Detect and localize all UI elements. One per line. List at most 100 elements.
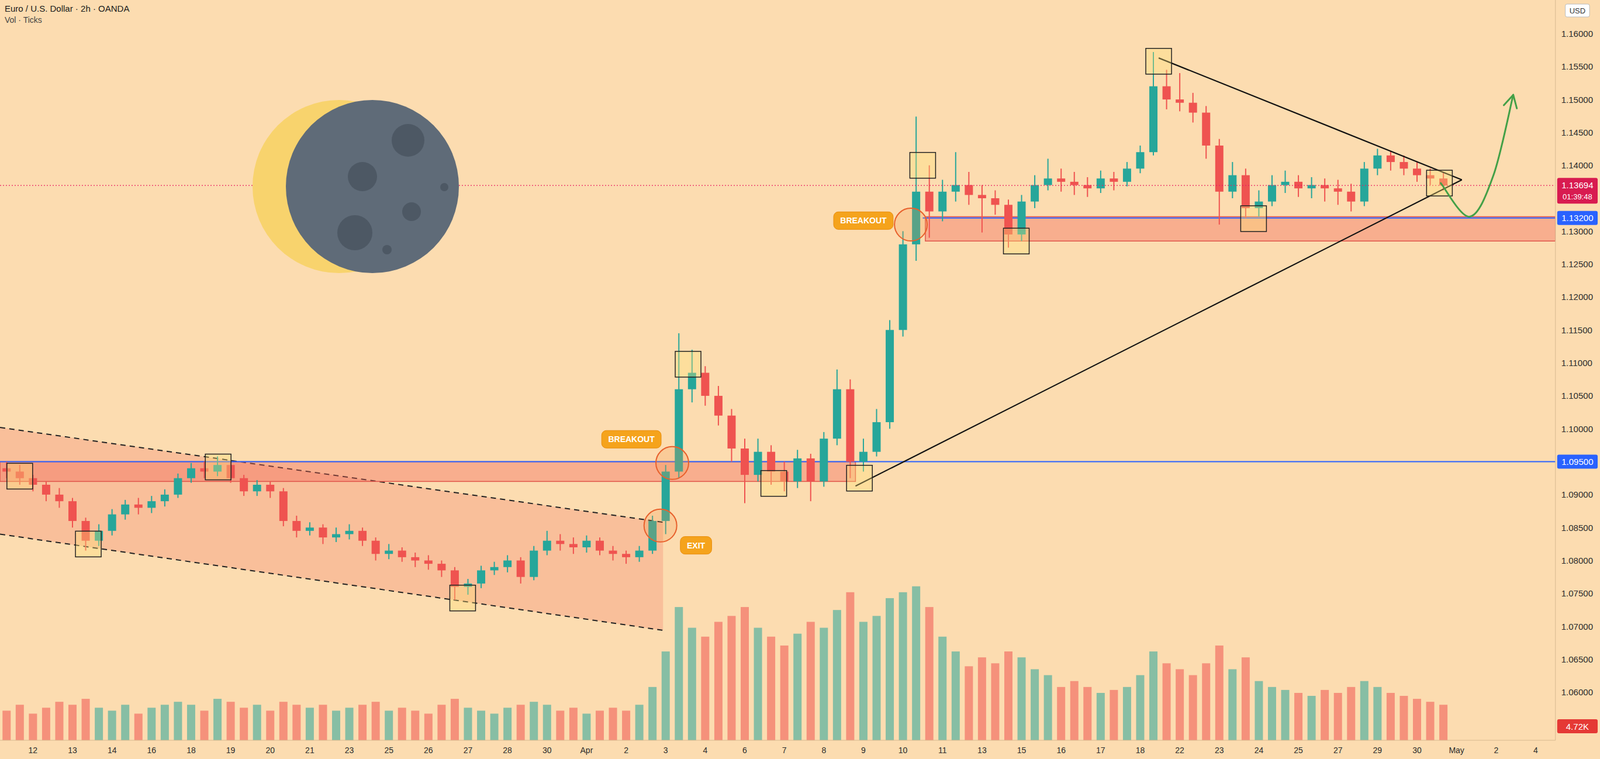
volume-bar [187,704,196,741]
candle-body [292,520,301,531]
candle-body [1056,178,1066,182]
volume-bar [424,713,433,741]
volume-bar [793,633,802,741]
volume-bar [1070,681,1079,741]
plot-area [0,48,1556,741]
volume-bar [134,713,143,741]
x-tick-label: 2 [1493,745,1499,755]
candle-body [1228,175,1237,192]
last-price-line [0,185,1556,186]
volume-bar [1241,657,1250,741]
x-tick-label: May [1448,745,1464,755]
volume-bar [582,713,591,741]
volume-bar [1228,668,1237,741]
volume-bar [1267,686,1277,741]
candle-body [516,560,525,577]
x-tick-label: 18 [1135,745,1146,755]
y-tick-label: 1.14000 [1561,160,1593,171]
volume-bar [450,698,459,741]
candle-body [1201,112,1211,146]
candle-body [1307,185,1316,189]
candle-body [318,527,327,538]
candle-body [358,530,367,541]
volume-bar [1162,662,1171,741]
level-tag-label: 1.13200 [1561,212,1593,223]
candle-body [925,191,934,212]
volume-bar [279,701,288,741]
volume-bar [1360,681,1369,741]
x-tick-label: 25 [1293,745,1304,755]
x-tick-label: 27 [1333,745,1343,755]
candle-body [1044,178,1053,185]
candle-body [595,540,604,551]
x-tick-label: 28 [502,745,513,755]
x-tick-label: 7 [782,745,787,755]
volume-bar [1386,692,1395,741]
candle-body [108,514,117,531]
annotation: EXIT [680,536,713,555]
candle-body [1360,168,1369,202]
volume-tag: 4.72K [1557,719,1598,734]
x-tick-label: 11 [938,745,948,755]
candle-body [1241,175,1250,209]
volume-bar [1373,686,1382,741]
candle-body [134,504,143,509]
candle-body [1030,185,1039,202]
candle-body [173,478,182,495]
candle-wick [1179,73,1181,112]
candle-body [1162,86,1171,100]
volume-bar [358,704,367,741]
volume-bar [700,636,710,741]
candle-body [332,533,341,538]
y-tick-label: 1.07500 [1561,588,1593,599]
candle-body [398,550,407,558]
volume-bar [609,707,618,741]
volume-bar [819,627,828,741]
volume-bar [938,636,947,741]
volume-bar [1149,651,1158,741]
annotation-pill [833,211,894,230]
volume-bar [1439,704,1448,741]
x-tick-label: 26 [423,745,434,755]
volume-bar [635,704,644,741]
candle-body [1373,155,1382,169]
volume-bar [173,701,182,741]
candle-body [899,244,908,330]
highlight-box [1426,170,1453,196]
moon-crater [347,161,378,192]
volume-bar [1109,689,1118,741]
volume-bar [529,701,538,741]
x-tick-label: 30 [1412,745,1422,755]
volume-bar [727,615,736,741]
zone [0,461,856,482]
annotation-circle [894,208,928,241]
x-tick-label: 27 [463,745,473,755]
candle-wick [1324,178,1326,202]
candle-body [1070,181,1079,186]
candle-body [990,198,1000,205]
volume-bar [1004,651,1013,741]
x-tick-label: 2 [623,745,629,755]
y-tick-label: 1.06500 [1561,654,1593,665]
candle-body [1215,145,1224,192]
candle-body [1334,188,1343,192]
moon-crater [337,215,373,251]
moon [252,99,459,273]
x-tick-label: 25 [384,745,394,755]
x-tick-label: 20 [265,745,275,755]
volume-bar [81,698,91,741]
level-tag-bg [1557,454,1598,469]
y-tick-label: 1.15000 [1561,94,1593,105]
candle-body [503,560,512,568]
candle-body [490,567,499,571]
x-tick-label: 30 [542,745,552,755]
candle-body [819,438,828,482]
channel-fill [0,427,663,631]
volume-bar [595,710,604,741]
candle-body [42,484,51,495]
candle-body [1135,151,1145,169]
volume-bar [437,704,446,741]
volume-bar [1122,686,1132,741]
annotation: BREAKOUT [833,211,894,230]
candle-body [621,553,631,558]
